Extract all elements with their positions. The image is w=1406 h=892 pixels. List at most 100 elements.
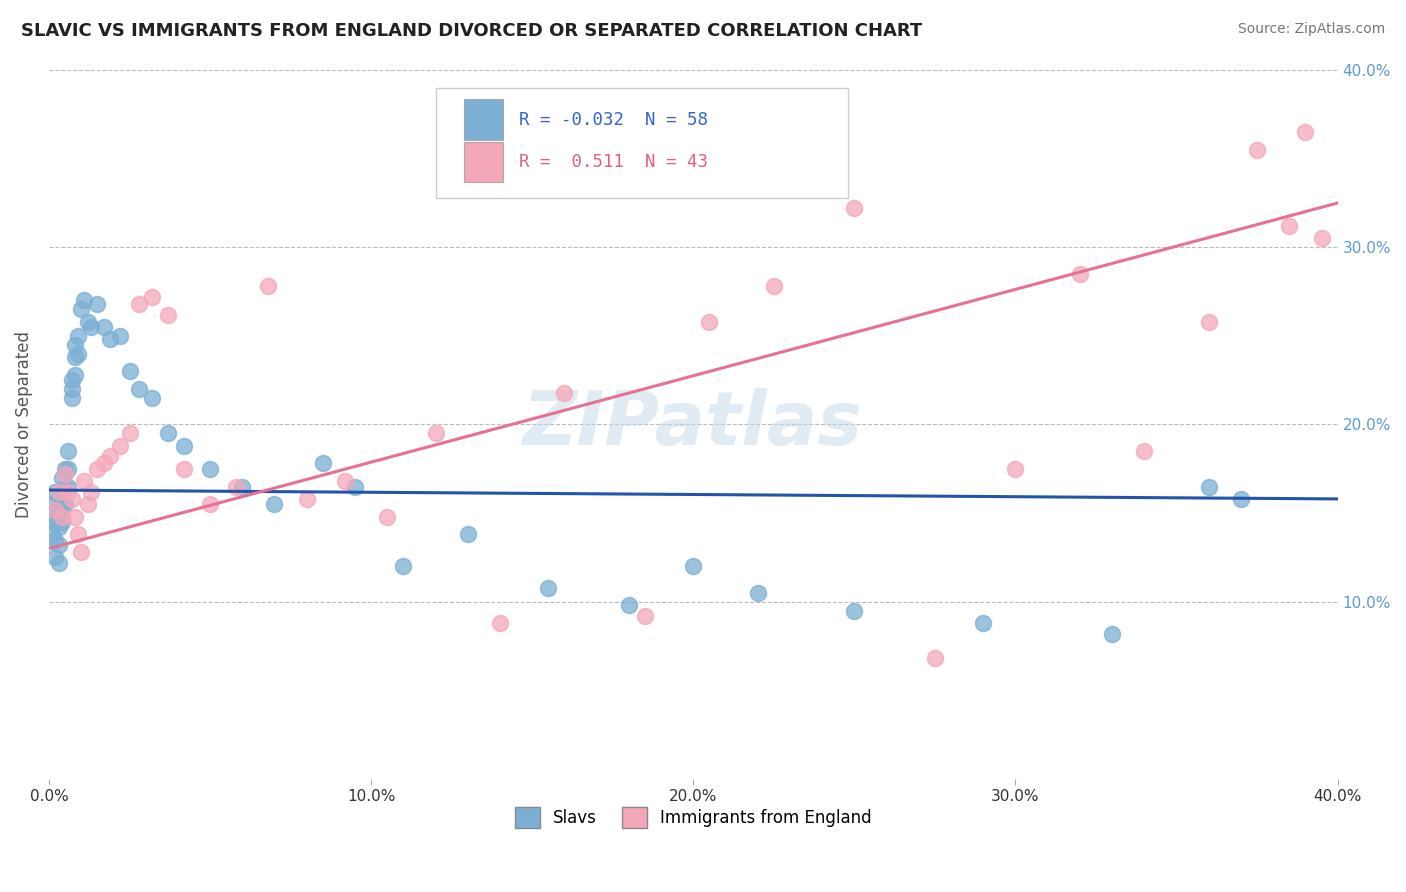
Point xyxy=(48,556,70,570)
Point xyxy=(157,426,180,441)
Point xyxy=(58,479,80,493)
Point xyxy=(157,308,180,322)
Point xyxy=(1246,143,1268,157)
Point xyxy=(48,502,70,516)
Point xyxy=(53,462,76,476)
Point xyxy=(634,608,657,623)
Point xyxy=(924,651,946,665)
Point xyxy=(58,462,80,476)
Point xyxy=(1310,231,1333,245)
Point xyxy=(231,479,253,493)
Point xyxy=(844,603,866,617)
Point xyxy=(66,346,89,360)
Text: R = -0.032  N = 58: R = -0.032 N = 58 xyxy=(519,111,709,128)
Point xyxy=(118,364,141,378)
Point xyxy=(66,527,89,541)
Point xyxy=(844,202,866,216)
Text: ZIPatlas: ZIPatlas xyxy=(523,388,863,461)
Point xyxy=(1069,267,1091,281)
Legend: Slavs, Immigrants from England: Slavs, Immigrants from England xyxy=(508,801,879,834)
Point xyxy=(141,391,163,405)
Point xyxy=(93,320,115,334)
Point xyxy=(63,337,86,351)
Point xyxy=(173,439,195,453)
Point xyxy=(53,467,76,482)
Point xyxy=(553,385,575,400)
Point xyxy=(53,479,76,493)
Point xyxy=(1004,462,1026,476)
Point xyxy=(44,550,66,565)
Point xyxy=(73,474,96,488)
Point xyxy=(617,599,640,613)
Point xyxy=(51,515,73,529)
Point xyxy=(63,350,86,364)
Point xyxy=(1133,444,1156,458)
Point xyxy=(682,559,704,574)
Point xyxy=(118,426,141,441)
Point xyxy=(108,329,131,343)
Point xyxy=(48,538,70,552)
Point xyxy=(375,509,398,524)
Point xyxy=(173,462,195,476)
Point xyxy=(128,382,150,396)
Point xyxy=(1294,125,1316,139)
Point xyxy=(41,527,63,541)
Point xyxy=(263,497,285,511)
Point xyxy=(1278,219,1301,233)
Point xyxy=(41,509,63,524)
Point xyxy=(1198,315,1220,329)
Point xyxy=(58,444,80,458)
Point xyxy=(1198,479,1220,493)
Point xyxy=(457,527,479,541)
Point xyxy=(63,509,86,524)
Point xyxy=(80,484,103,499)
Point xyxy=(63,368,86,382)
Point xyxy=(747,586,769,600)
Point xyxy=(53,497,76,511)
Point xyxy=(48,488,70,502)
Point xyxy=(425,426,447,441)
Point xyxy=(41,497,63,511)
Point xyxy=(128,297,150,311)
FancyBboxPatch shape xyxy=(464,99,502,139)
Point xyxy=(198,497,221,511)
Point xyxy=(93,457,115,471)
Point xyxy=(972,615,994,630)
Point xyxy=(699,315,721,329)
Point xyxy=(1101,626,1123,640)
Point xyxy=(537,581,560,595)
Point xyxy=(44,502,66,516)
Point xyxy=(48,520,70,534)
Point xyxy=(257,279,280,293)
Point xyxy=(58,484,80,499)
Point xyxy=(76,497,98,511)
Point xyxy=(44,515,66,529)
Point xyxy=(44,484,66,499)
Point xyxy=(73,293,96,308)
Y-axis label: Divorced or Separated: Divorced or Separated xyxy=(15,331,32,518)
Point xyxy=(70,302,93,317)
Text: SLAVIC VS IMMIGRANTS FROM ENGLAND DIVORCED OR SEPARATED CORRELATION CHART: SLAVIC VS IMMIGRANTS FROM ENGLAND DIVORC… xyxy=(21,22,922,40)
FancyBboxPatch shape xyxy=(436,87,848,198)
Text: R =  0.511  N = 43: R = 0.511 N = 43 xyxy=(519,153,709,171)
Point xyxy=(335,474,357,488)
Point xyxy=(86,462,108,476)
Point xyxy=(392,559,415,574)
Point xyxy=(225,479,247,493)
FancyBboxPatch shape xyxy=(464,142,502,182)
Point xyxy=(60,491,83,506)
Point xyxy=(44,533,66,547)
Point xyxy=(98,450,121,464)
Point xyxy=(48,484,70,499)
Point xyxy=(312,457,335,471)
Point xyxy=(60,373,83,387)
Point xyxy=(141,290,163,304)
Point xyxy=(198,462,221,476)
Point xyxy=(1230,491,1253,506)
Point xyxy=(489,615,512,630)
Point xyxy=(295,491,318,506)
Text: Source: ZipAtlas.com: Source: ZipAtlas.com xyxy=(1237,22,1385,37)
Point xyxy=(80,320,103,334)
Point xyxy=(66,329,89,343)
Point xyxy=(51,497,73,511)
